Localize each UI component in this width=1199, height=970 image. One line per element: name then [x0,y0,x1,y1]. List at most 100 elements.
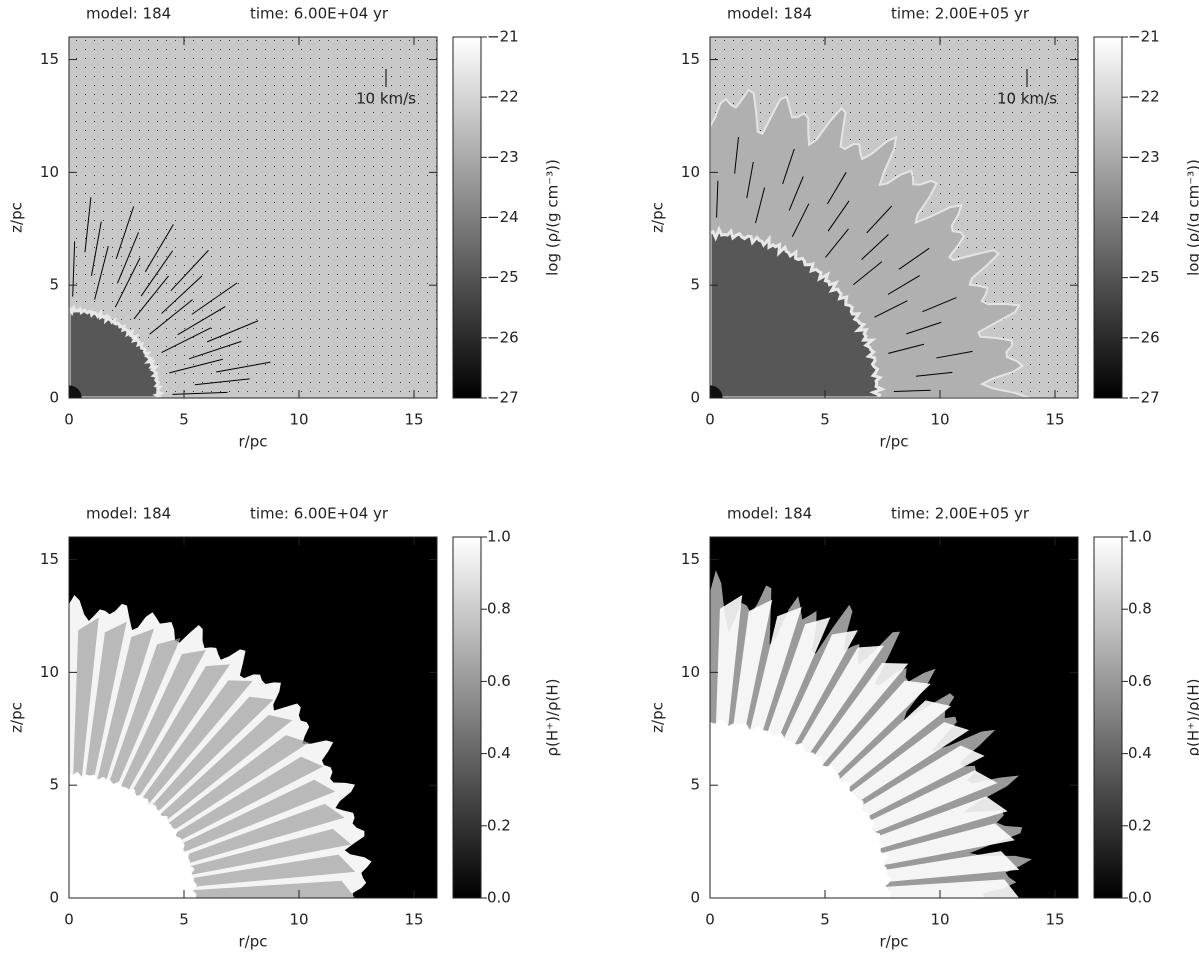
y-tick-label: 5 [49,776,59,794]
colorbar-tick-label: −24 [487,208,519,226]
velocity-arrow [216,361,271,373]
velocity-arrow [194,378,250,386]
image [710,37,1078,398]
velocity-arrow [898,247,930,270]
panel-title: model: 184 [727,505,812,523]
velocity-arrow [788,176,804,211]
colorbar-tick-label: 0.0 [487,889,511,907]
x-tick-label: 15 [1045,411,1064,429]
x-tick-label: 5 [179,911,189,929]
x-tick-label: 15 [404,411,423,429]
y-tick-label: 15 [40,50,59,68]
bubble [710,225,886,398]
panel-title: model: 184 [86,5,171,23]
streak [69,628,154,898]
x-tick-label: 15 [1045,911,1064,929]
y-tick-label: 10 [40,163,59,181]
colorbar-tick-label: −21 [1128,28,1160,46]
y-axis-label: z/pc [8,702,26,733]
velocity-arrow [826,172,847,205]
panel: 10 km/s [709,36,1079,399]
colorbar-tick-label: −26 [1128,328,1160,346]
velocity-arrow [149,299,193,335]
velocity-arrow [893,389,931,393]
x-tick-label: 5 [820,911,830,929]
colorbar-tick-label: −23 [487,148,519,166]
x-axis-label: r/pc [239,433,268,451]
velocity-arrow [140,250,174,297]
velocity-arrow [782,148,795,185]
velocity-arrow [161,275,203,314]
core [710,719,892,898]
y-tick-label: 5 [690,776,700,794]
velocity-arrow [206,320,259,343]
velocity-arrow [755,187,766,224]
velocity-arrow [144,224,174,273]
x-tick-label: 10 [930,411,949,429]
panel [68,536,438,899]
velocity-arrow [827,200,850,232]
velocity-arrow [936,350,973,359]
velocity-arrow [115,206,135,260]
colorbar-tick-label: 0.2 [487,816,511,834]
colorbar-tick-label: 0.4 [487,744,511,762]
x-tick-label: 15 [404,911,423,929]
y-axis-label: z/pc [649,702,667,733]
x-tick-label: 5 [179,411,189,429]
colorbar-tick-label: −22 [1128,88,1160,106]
bubble [69,303,165,398]
y-tick-label: 10 [40,663,59,681]
panel-title: model: 184 [86,505,171,523]
x-tick-label: 0 [64,911,74,929]
x-axis-label: r/pc [239,933,268,951]
x-tick-label: 10 [289,911,308,929]
colorbar [1093,536,1123,899]
colorbar [452,36,482,399]
x-axis-label: r/pc [880,433,909,451]
panel-title: model: 184 [727,5,812,23]
image [710,537,1078,898]
colorbar-tick-label: 0.4 [1128,744,1152,762]
colorbar-tick-label: −26 [487,328,519,346]
colorbar [452,536,482,899]
colorbar-tick-label: 0.8 [487,600,511,618]
panel-subtitle: time: 2.00E+05 yr [891,505,1030,523]
velocity-arrow [94,246,109,300]
colorbar-tick-label: −24 [1128,208,1160,226]
velocity-arrow [177,306,226,336]
colorbar [1093,36,1123,399]
y-tick-label: 10 [681,663,700,681]
colorbar-tick-label: 0.6 [487,672,511,690]
velocity-arrow [170,249,209,292]
streak [710,599,773,898]
velocity-arrow [791,203,810,237]
image [69,537,437,898]
x-tick-label: 0 [705,411,715,429]
panel-subtitle: time: 6.00E+04 yr [250,505,389,523]
velocity-arrow [861,234,889,260]
velocity-arrow [114,257,141,308]
x-tick-label: 10 [289,411,308,429]
velocity-arrow [887,275,920,295]
colorbar-tick-label: −22 [487,88,519,106]
y-tick-label: 0 [690,889,700,907]
panel-subtitle: time: 6.00E+04 yr [250,5,389,23]
velocity-arrow [874,300,908,318]
colorbar-tick-label: 1.0 [487,528,511,546]
velocity-arrow [169,358,223,374]
velocity-arrow [906,321,942,335]
colorbar-tick-label: −21 [487,28,519,46]
velocity-arrow [734,137,740,174]
colorbar-tick-label: −25 [1128,268,1160,286]
colorbar-tick-label: −27 [487,389,519,407]
velocity-arrow [825,228,849,258]
velocity-arrow [133,275,169,320]
y-tick-label: 5 [49,276,59,294]
core [69,772,197,898]
y-tick-label: 10 [681,163,700,181]
plot-frame [68,536,438,899]
x-tick-label: 0 [705,911,715,929]
velocity-arrow [161,327,212,353]
scale-label: 10 km/s [356,90,416,108]
